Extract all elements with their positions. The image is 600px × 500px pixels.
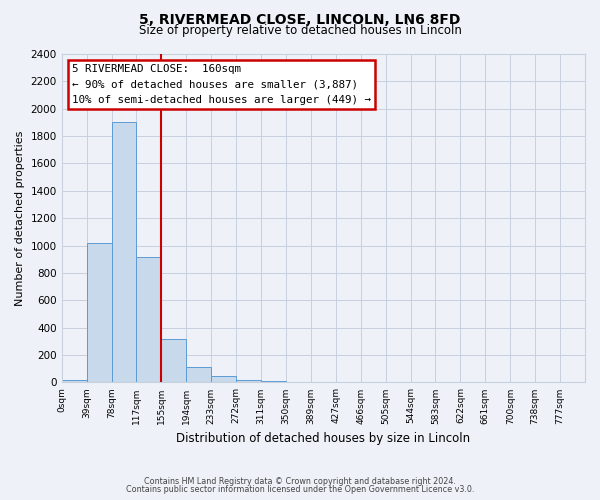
Bar (136, 256, 161, 382)
Bar (112, 122, 136, 382)
Bar (211, 376, 236, 382)
Y-axis label: Number of detached properties: Number of detached properties (15, 130, 25, 306)
Bar (86, 243, 112, 382)
X-axis label: Distribution of detached houses by size in Lincoln: Distribution of detached houses by size … (176, 432, 470, 445)
Bar (62, 380, 86, 382)
Bar (161, 338, 186, 382)
Text: Size of property relative to detached houses in Lincoln: Size of property relative to detached ho… (139, 24, 461, 37)
Text: 5, RIVERMEAD CLOSE, LINCOLN, LN6 8FD: 5, RIVERMEAD CLOSE, LINCOLN, LN6 8FD (139, 12, 461, 26)
Text: Contains public sector information licensed under the Open Government Licence v3: Contains public sector information licen… (126, 485, 474, 494)
Text: 5 RIVERMEAD CLOSE:  160sqm
← 90% of detached houses are smaller (3,887)
10% of s: 5 RIVERMEAD CLOSE: 160sqm ← 90% of detac… (72, 64, 371, 105)
Bar (236, 380, 261, 382)
Bar (186, 368, 211, 382)
Text: Contains HM Land Registry data © Crown copyright and database right 2024.: Contains HM Land Registry data © Crown c… (144, 477, 456, 486)
Bar (261, 381, 286, 382)
